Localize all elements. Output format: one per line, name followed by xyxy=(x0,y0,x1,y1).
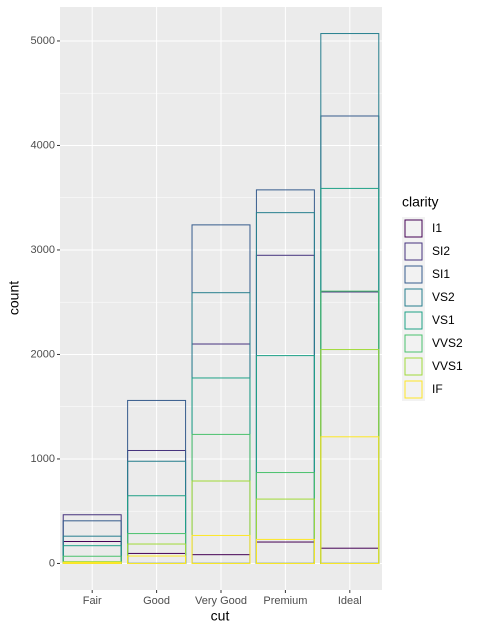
x-tick-label: Ideal xyxy=(338,595,362,607)
y-tick-label: 5000 xyxy=(31,35,55,47)
legend-label: I1 xyxy=(432,221,442,235)
y-tick-label: 2000 xyxy=(31,348,55,360)
legend-label: IF xyxy=(432,382,443,396)
legend-key xyxy=(404,265,423,284)
legend-label: SI1 xyxy=(432,267,450,281)
y-axis-title: count xyxy=(6,281,22,315)
legend-title: clarity xyxy=(402,194,439,210)
legend-key-bg xyxy=(402,263,425,286)
legend-key xyxy=(404,380,423,399)
legend-key-bg xyxy=(402,378,425,401)
x-tick-label: Fair xyxy=(83,595,102,607)
legend-key-bg xyxy=(402,355,425,378)
legend-label: VVS2 xyxy=(432,336,463,350)
y-tick-label: 4000 xyxy=(31,139,55,151)
bar xyxy=(255,538,315,564)
legend-key-bg xyxy=(402,332,425,355)
y-tick-label: 1000 xyxy=(31,453,55,465)
legend-key xyxy=(404,311,423,330)
bar xyxy=(320,436,380,564)
legend-key-bg xyxy=(402,217,425,240)
legend-key xyxy=(404,288,423,307)
legend-key xyxy=(404,334,423,353)
legend-label: VS1 xyxy=(432,313,455,327)
legend-key xyxy=(404,242,423,261)
x-tick-label: Good xyxy=(143,595,170,607)
legend-key xyxy=(404,357,423,376)
bar xyxy=(62,562,122,564)
x-axis-title: cut xyxy=(211,608,230,624)
legend-key-bg xyxy=(402,240,425,263)
x-tick-label: Premium xyxy=(263,595,307,607)
bar xyxy=(191,534,251,564)
x-tick-label: Very Good xyxy=(195,595,247,607)
legend-key xyxy=(404,219,423,238)
legend-key-bg xyxy=(402,286,425,309)
y-tick-label: 0 xyxy=(49,557,55,569)
legend-label: VS2 xyxy=(432,290,455,304)
y-tick-label: 3000 xyxy=(31,244,55,256)
legend-label: VVS1 xyxy=(432,359,463,373)
bar xyxy=(127,555,187,564)
legend-label: SI2 xyxy=(432,244,450,258)
legend-key-bg xyxy=(402,309,425,332)
